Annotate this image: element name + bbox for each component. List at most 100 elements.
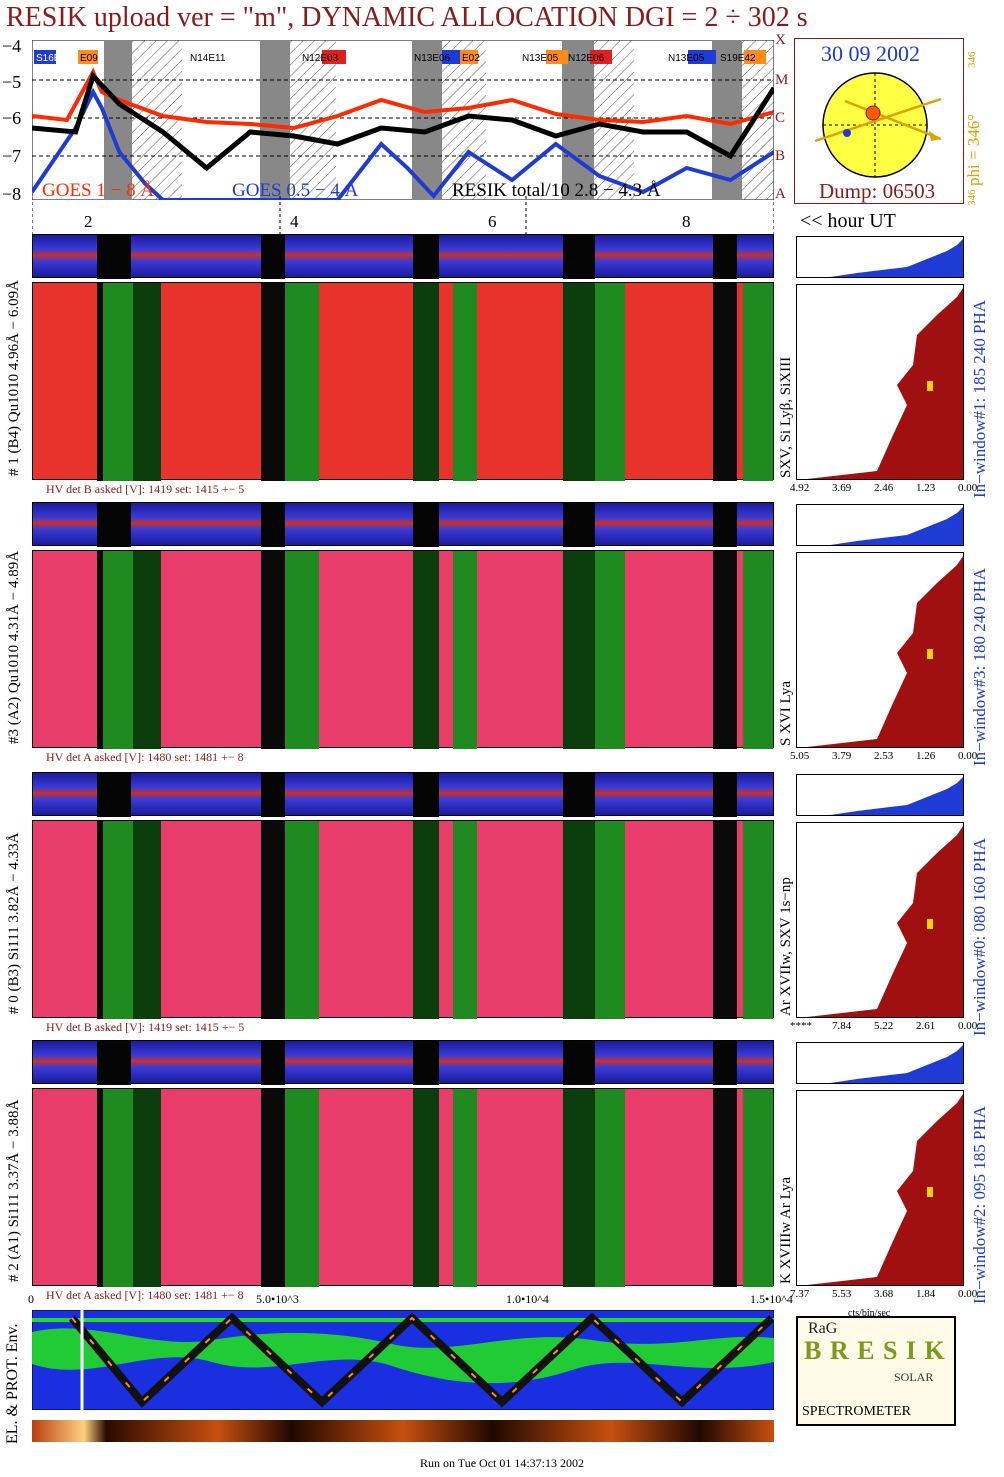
phi-top: 346 [966, 51, 978, 69]
hist-top [796, 1042, 964, 1084]
hist-tick: 4.92 [790, 482, 810, 494]
spectrogram-band [563, 283, 595, 481]
strip-band [261, 235, 285, 279]
channel-spectrogram [32, 282, 774, 481]
channel-right-label: In−window#0: 080 160 PHA [970, 837, 989, 1036]
channel-panel-ch2: HV det A asked [V]: 1480 set: 1481 +− 8 #… [0, 1040, 1004, 1308]
channel-right-label: In−window#3: 180 240 PHA [970, 567, 989, 766]
spectrogram-band [285, 551, 319, 749]
channel-spectrogram [32, 550, 774, 749]
hist-tick: 7.37 [790, 1288, 810, 1300]
strip-band [713, 1041, 737, 1085]
strip-band [261, 1041, 285, 1085]
spectrogram-band [413, 283, 439, 481]
spectrogram-band [97, 821, 103, 1019]
strip-band [563, 1041, 595, 1085]
goes-short-series-line [32, 87, 774, 200]
strip-band [97, 235, 131, 279]
logo-word-right: SOLAR [894, 1370, 934, 1384]
event-label: N12E03 [302, 53, 339, 64]
channel-left-label: #3 (A2) Qu1010 4.31Å − 4.89Å [6, 550, 22, 744]
spectrogram-band [563, 821, 595, 1019]
spectrogram-band [595, 1089, 625, 1287]
env-x-tick: 5.0•10^3 [256, 1292, 299, 1306]
spectrogram-band [743, 551, 773, 749]
channel-line-label: S XVI Lya [778, 681, 794, 746]
channel-left-label: # 0 (B3) Si111 3.82Å − 4.33Å [6, 832, 22, 1014]
strip-band [713, 773, 737, 817]
logo-caption: SPECTROMETER [802, 1404, 911, 1419]
hist-tick: 1.26 [916, 750, 936, 762]
logo-word-left: RaG [808, 1320, 838, 1337]
hist-top [796, 236, 964, 278]
event-label: E09 [80, 53, 98, 64]
spectrogram-band [97, 551, 103, 749]
channel-left-label: # 1 (B4) Qu1010 4.96Å − 6.09Å [6, 280, 22, 476]
strip-band [713, 235, 737, 279]
hour-tick: 4 [290, 212, 299, 231]
strip-band [713, 503, 737, 547]
channel-line-label: K XVIIIw Ar Lya [778, 1176, 794, 1284]
hist-top [796, 774, 964, 816]
hist-tick: 0.00 [958, 482, 978, 494]
strip-band [563, 503, 595, 547]
hv-line: HV det B asked [V]: 1419 set: 1415 +− 5 [46, 1020, 245, 1034]
spectrogram-band [103, 551, 133, 749]
channel-line-label: SXV, Si Lyβ, SiXIII [778, 356, 794, 478]
hist-main-shape [807, 288, 963, 479]
channel-line-label: Ar XVIIw, SXV 1s−np [778, 877, 794, 1016]
event-label: S16E46 [36, 53, 72, 64]
hour-tick: 6 [488, 212, 497, 231]
hour-tick: 8 [682, 212, 691, 231]
hist-top-shape [830, 507, 963, 545]
spectrogram-band [413, 551, 439, 749]
hist-main [796, 1090, 964, 1286]
spectrogram-band [413, 821, 439, 1019]
hist-tick: 2.46 [874, 482, 894, 494]
goes-lightcurve-panel: −4 −5 −6 −7 −8 [0, 32, 790, 206]
strip-band [261, 503, 285, 547]
strip-band [97, 503, 131, 547]
spectrogram-band [453, 283, 477, 481]
flare-class-letter: B [775, 148, 786, 164]
spectrogram-band [261, 821, 285, 1019]
event-label: N13E05 [668, 53, 705, 64]
sun-dump: Dump: 06503 [819, 179, 936, 203]
strip-band [413, 773, 439, 817]
env-x-tick: 1.5•10^4 [750, 1292, 793, 1306]
spectrogram-band [97, 1089, 103, 1287]
flare-class-letter: C [775, 110, 786, 126]
goes-y-tick: −6 [2, 108, 22, 128]
resik-logo: B R E S I K RaG SOLAR SPECTROMETER [796, 1316, 956, 1426]
spectrogram-band [103, 1089, 133, 1287]
goes-y-tick: −7 [2, 146, 22, 166]
hist-tick: 0.00 [958, 1288, 978, 1300]
spectrogram-band [97, 283, 103, 481]
hist-tick: 5.22 [874, 1020, 894, 1032]
hist-unit: cts/bin/sec [848, 1308, 891, 1319]
channel-left-label: # 2 (A1) Si111 3.37Å − 3.88Å [6, 1099, 22, 1282]
channel-panel-ch0: HV det B asked [V]: 1419 set: 1415 +− 5 #… [0, 772, 1004, 1040]
goes-y-tick: −5 [2, 72, 22, 92]
spectrogram-band [743, 821, 773, 1019]
strip-band [97, 1041, 131, 1085]
hist-top-shape [830, 1045, 963, 1083]
hist-main-shape [807, 556, 963, 747]
hist-tick: 2.53 [874, 750, 894, 762]
hour-gridlines [32, 196, 774, 236]
hist-tick: 3.79 [832, 750, 852, 762]
strip-band [413, 1041, 439, 1085]
hist-tick: 7.84 [832, 1020, 852, 1032]
channel-strip [32, 772, 774, 817]
phi-label: phi = 346° [964, 113, 983, 186]
hist-tick: 1.84 [916, 1288, 936, 1300]
strip-band [563, 773, 595, 817]
hist-top [796, 504, 964, 546]
spectrogram-band [595, 821, 625, 1019]
spectrogram-band [743, 1089, 773, 1287]
spectrogram-band [261, 551, 285, 749]
hist-tick: 0.00 [958, 1020, 978, 1032]
hist-tick: 1.23 [916, 482, 936, 494]
spectrogram-band [413, 1089, 439, 1287]
event-label: N13E06 [414, 53, 451, 64]
